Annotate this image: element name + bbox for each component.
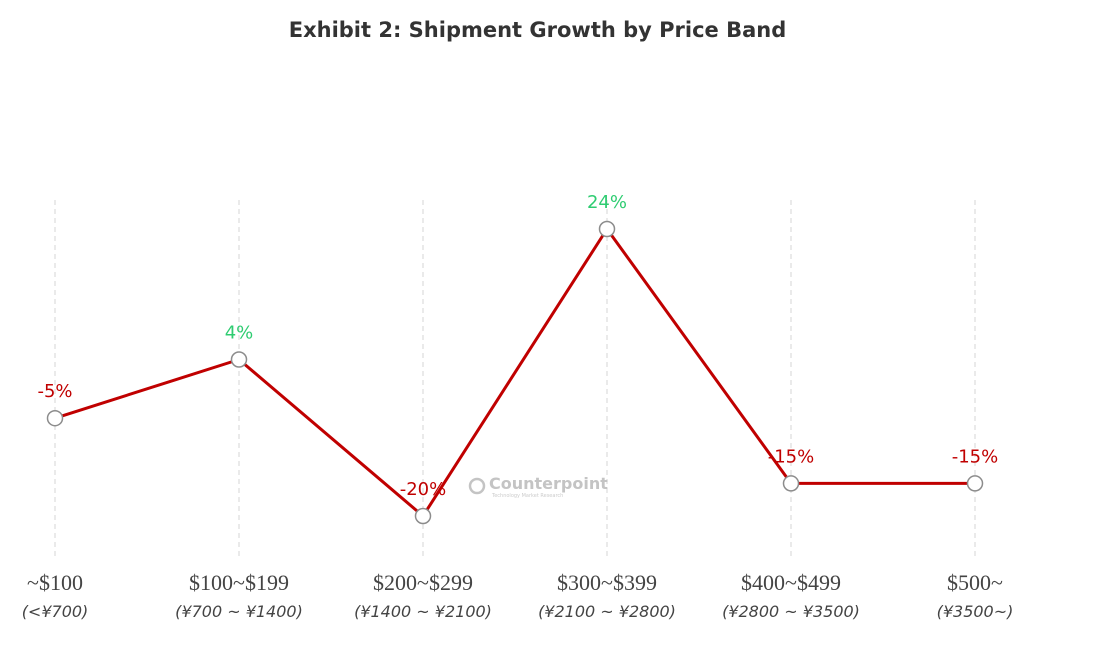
x-tick-sublabel-2: (¥1400 ~ ¥2100): [354, 602, 492, 621]
series-line: [54, 227, 975, 518]
data-point-5[interactable]: [966, 475, 984, 492]
data-point-1[interactable]: [230, 351, 248, 368]
x-tick-sublabel-0: (<¥700): [22, 602, 89, 621]
x-tick-sublabel-4: (¥2800 ~ ¥3500): [722, 602, 860, 621]
data-points: [46, 220, 984, 525]
x-tick-label-4: $400~$499: [741, 570, 841, 595]
x-axis-ticks: ~$100 (<¥700) $100~$199 (¥700 ~ ¥1400) $200~…: [22, 570, 1014, 621]
gridlines: [54, 200, 976, 558]
series-line-group: [54, 227, 975, 518]
data-label-0: -5%: [37, 381, 72, 402]
data-label-2: -20%: [400, 479, 447, 500]
x-tick-label-1: $100~$199: [189, 570, 289, 595]
watermark-tagline: Technology Market Research: [491, 493, 563, 499]
data-labels: -5% 4% -20% 24% -15% -15%: [37, 192, 998, 500]
data-point-4[interactable]: [782, 475, 800, 492]
x-tick-sublabel-1: (¥700 ~ ¥1400): [175, 602, 303, 621]
data-point-3[interactable]: [598, 220, 616, 238]
data-point-0[interactable]: [46, 409, 64, 427]
x-tick-label-0: ~$100: [27, 570, 83, 595]
x-tick-label-3: $300~$399: [557, 570, 657, 595]
counterpoint-watermark: Counterpoint Technology Market Research: [468, 474, 608, 499]
x-tick-label-5: $500~: [947, 570, 1003, 595]
counterpoint-logo-icon: [468, 477, 486, 495]
data-label-4: -15%: [768, 446, 815, 467]
x-tick-label-2: $200~$299: [373, 570, 473, 595]
data-label-3: 24%: [587, 192, 627, 213]
x-tick-sublabel-3: (¥2100 ~ ¥2800): [538, 602, 676, 621]
x-tick-sublabel-5: (¥3500~): [937, 602, 1014, 621]
chart-title: Exhibit 2: Shipment Growth by Price Band: [288, 18, 787, 42]
data-label-1: 4%: [225, 323, 254, 344]
data-point-2[interactable]: [414, 507, 432, 525]
watermark-brand: Counterpoint: [489, 474, 608, 493]
data-label-5: -15%: [952, 446, 999, 467]
